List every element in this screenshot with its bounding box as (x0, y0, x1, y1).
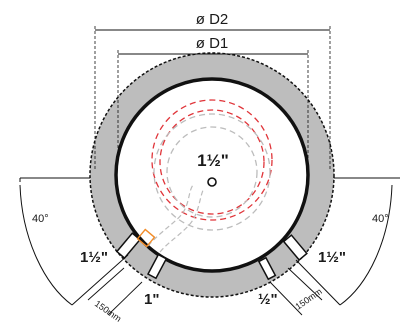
right-angle-label: 40° (372, 213, 389, 225)
opening-left-upper (115, 232, 142, 260)
opening-right-upper (282, 234, 308, 261)
opening-right-lower (257, 256, 277, 281)
gray-dashed-circle-outer (153, 113, 271, 231)
gray-dashed-circle-inner (166, 126, 258, 218)
opening-left-lower (146, 253, 168, 280)
d1-label: ø D1 (196, 35, 229, 52)
left-angle-label: 40° (32, 213, 49, 225)
d2-label: ø D2 (196, 11, 229, 28)
left-offset-label: 150mm (93, 298, 123, 323)
left-offset-line-b (107, 281, 143, 316)
right-angle-arc (339, 184, 393, 306)
position-marker (136, 228, 156, 248)
channel-outline-b (159, 187, 205, 253)
right-offset-line (287, 267, 323, 301)
center-marker (207, 177, 217, 187)
inner-wall (114, 77, 310, 273)
center-size-label: 1½" (197, 151, 229, 170)
red-dashed-circle (151, 99, 273, 221)
left-lower-size-label: 1" (144, 291, 159, 308)
left-angle-ray-b (71, 254, 129, 306)
left-offset-line (87, 267, 125, 301)
right-angle-ray-b (295, 259, 341, 306)
red-dashed-circle-inner (159, 109, 265, 215)
left-angle-arc (19, 184, 73, 306)
right-offset-label: 150mm (293, 286, 323, 311)
right-upper-size-label: 1½" (318, 249, 346, 266)
right-lower-size-label: ½" (258, 291, 278, 308)
left-upper-size-label: 1½" (80, 249, 108, 266)
right-offset-line-b (269, 281, 303, 316)
